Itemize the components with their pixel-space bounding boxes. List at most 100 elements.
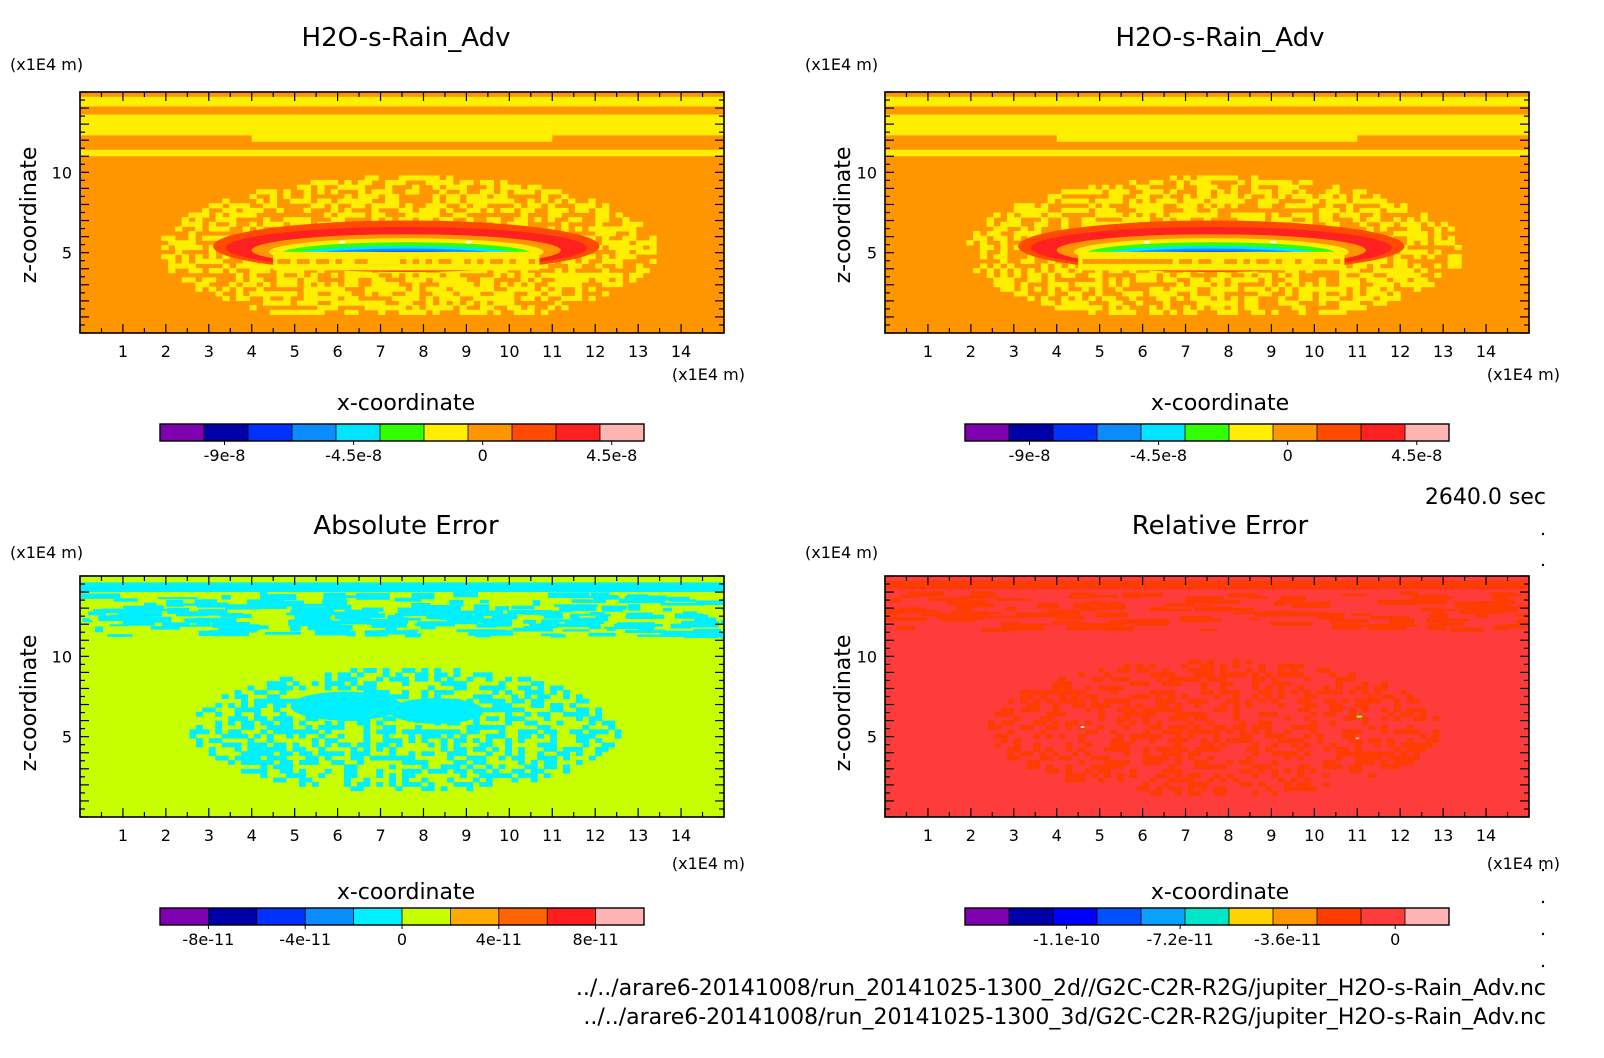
field-cell (477, 259, 484, 264)
field-cell (1187, 668, 1195, 673)
field-cell (1335, 676, 1343, 682)
colorbar-label: -4.5e-8 (325, 446, 382, 465)
field-cell (266, 685, 274, 691)
field-cell (1108, 198, 1116, 204)
field-cell (234, 733, 242, 739)
field-cell (1007, 751, 1015, 757)
field-cell (649, 244, 657, 251)
field-cell (446, 305, 454, 311)
field-cell (1007, 707, 1015, 713)
field-cell (473, 268, 481, 274)
field-cell (253, 751, 261, 757)
field-cell (1169, 286, 1177, 292)
field-cell (330, 300, 339, 306)
field-cell (1136, 694, 1144, 700)
field-cell (1329, 720, 1337, 726)
field-cell (132, 616, 172, 623)
field-cell (1339, 272, 1347, 278)
field-cell (1020, 291, 1028, 297)
field-cell (1498, 599, 1516, 604)
field-cell (1000, 249, 1008, 255)
field-cell (1179, 259, 1186, 264)
field-cell (228, 720, 236, 726)
field-cell (1078, 746, 1086, 752)
field-cell (1258, 698, 1266, 704)
field-cell (389, 751, 397, 757)
field-cell (181, 221, 189, 227)
field-cell (215, 291, 223, 297)
field-cell (1108, 309, 1116, 315)
field-cell (493, 300, 501, 306)
field-cell (1454, 258, 1462, 264)
field-cell (517, 729, 525, 735)
field-cell (1332, 309, 1340, 315)
field-cell (986, 272, 994, 278)
field-cell (1123, 724, 1131, 730)
field-cell (581, 254, 589, 260)
colorbar: -9e-8 -4.5e-8 0 4.5e-8 (964, 423, 1450, 465)
field-cell (122, 620, 156, 626)
field-cell (1013, 746, 1021, 752)
field-cell (1181, 738, 1189, 744)
field-cell (994, 724, 1002, 730)
field-cell (1406, 231, 1415, 237)
field-cell (1097, 676, 1105, 682)
field-cell (1149, 711, 1156, 717)
y-tick-label: 10 (52, 647, 72, 666)
field-cell (229, 212, 237, 218)
field-cell (1007, 729, 1015, 735)
field-cell (993, 254, 1001, 260)
field-cell (208, 249, 217, 255)
field-cell (1271, 751, 1279, 757)
field-cell (595, 277, 603, 283)
field-cell (561, 226, 569, 232)
field-cell (1115, 189, 1123, 195)
field-cell (382, 689, 390, 695)
field-cell (1429, 613, 1449, 619)
field-cell (1223, 198, 1232, 204)
field-cell (1271, 198, 1279, 204)
colorbar-swatch (353, 908, 403, 925)
field-cell (195, 738, 203, 744)
field-cell (303, 193, 311, 200)
field-cell (1116, 733, 1124, 739)
x-tick-label: 13 (628, 342, 648, 361)
field-cell (1420, 212, 1428, 218)
field-cell (1291, 277, 1300, 283)
field-cell (221, 742, 229, 748)
field-cell (1393, 764, 1401, 770)
field-cell (304, 611, 331, 618)
field-cell (568, 258, 576, 264)
field-cell (1271, 790, 1279, 796)
field-cell (1406, 742, 1414, 748)
field-cell (378, 189, 386, 195)
field-cell (286, 698, 294, 704)
field-cell (1046, 698, 1053, 704)
x-tick-label: 10 (1304, 342, 1324, 361)
field-cell (629, 272, 637, 278)
field-cell (505, 707, 512, 713)
field-cell (615, 254, 623, 260)
field-cell (1223, 175, 1232, 181)
field-cell (681, 620, 719, 628)
field-cell (371, 189, 379, 195)
field-cell (1303, 733, 1311, 739)
field-cell (446, 180, 454, 186)
field-cell (371, 217, 379, 223)
field-cell (527, 282, 535, 288)
field-cell (446, 175, 454, 181)
field-cell (1187, 781, 1195, 787)
field-cell (414, 760, 422, 765)
field-cell (1068, 272, 1076, 278)
field-cell (208, 258, 217, 264)
field-cell (466, 300, 474, 306)
field-cell (1277, 733, 1285, 739)
field-cell (408, 751, 416, 757)
field-cell (303, 277, 311, 283)
field-cell (412, 189, 420, 195)
field-cell (208, 221, 217, 227)
x-tick-label: 11 (1347, 342, 1367, 361)
speck (1143, 240, 1150, 244)
field-cell (1413, 698, 1421, 704)
field-cell (524, 676, 532, 682)
